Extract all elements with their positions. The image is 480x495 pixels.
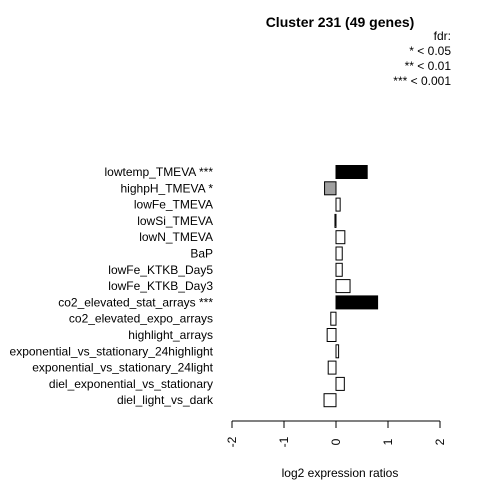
category-label-bap: BaP: [190, 247, 213, 261]
category-label-exponential-vs-stationary-24light: exponential_vs_stationary_24light: [32, 361, 213, 375]
category-label-diel-light-vs-dark: diel_light_vs_dark: [117, 393, 214, 407]
bar-lowfe-tmeva: [335, 197, 341, 212]
x-tick-label-0: -2: [225, 436, 239, 447]
x-tick-label-3: 1: [381, 438, 395, 445]
category-label-diel-exponential-vs-stationary: diel_exponential_vs_stationary: [49, 377, 213, 391]
x-tick-label-2: 0: [329, 438, 343, 445]
legend-title: fdr:: [434, 29, 451, 43]
x-tick-label-4: 2: [433, 438, 447, 445]
bar-highlight-arrays: [326, 328, 337, 342]
legend-entry-p05: * < 0.05: [409, 44, 451, 58]
category-label-lowfe-ktkb-day3: lowFe_KTKB_Day3: [108, 279, 213, 293]
x-tick-label-1: -1: [277, 436, 291, 447]
x-axis: -2 -1 0 1 2: [225, 420, 447, 447]
bar-lowsi-tmeva: [334, 213, 337, 228]
x-axis-label: log2 expression ratios: [282, 466, 399, 480]
legend: fdr: * < 0.05 ** < 0.01 *** < 0.001: [393, 29, 451, 88]
category-label-highlight-arrays: highlight_arrays: [128, 328, 213, 342]
chart-title: Cluster 231 (49 genes): [266, 14, 415, 30]
bar-co2-elevated-stat-arrays: [335, 295, 379, 310]
category-label-exponential-vs-stationary-24highlight: exponential_vs_stationary_24highlight: [10, 344, 214, 358]
bar-highph-tmeva: [324, 181, 337, 196]
bar-lowfe-ktkb-day5: [335, 262, 343, 277]
bar-lown-tmeva: [335, 230, 346, 245]
bar-exponential-vs-stationary-24highlight: [335, 344, 340, 359]
bar-bap: [335, 246, 343, 261]
bar-co2-elevated-expo-arrays: [330, 311, 337, 326]
category-label-co2-elevated-stat-arrays: co2_elevated_stat_arrays ***: [58, 295, 213, 309]
bar-lowfe-ktkb-day3: [335, 279, 351, 294]
category-label-co2-elevated-expo-arrays: co2_elevated_expo_arrays: [69, 312, 213, 326]
category-label-lowfe-ktkb-day5: lowFe_KTKB_Day5: [108, 263, 213, 277]
bar-diel-exponential-vs-stationary: [335, 376, 345, 391]
bar-lowtemp-tmeva: [335, 165, 368, 179]
category-label-lowtemp-tmeva: lowtemp_TMEVA ***: [105, 165, 214, 179]
category-labels: lowtemp_TMEVA *** highpH_TMEVA * lowFe_TME…: [10, 165, 214, 407]
category-label-lown-tmeva: lowN_TMEVA: [139, 230, 213, 244]
category-label-highph-tmeva: highpH_TMEVA *: [121, 181, 214, 195]
bar-diel-light-vs-dark: [323, 393, 337, 408]
legend-entry-p001: *** < 0.001: [393, 74, 451, 88]
bars: [323, 165, 379, 408]
bar-exponential-vs-stationary-24light: [327, 360, 337, 375]
legend-entry-p01: ** < 0.01: [405, 59, 452, 73]
category-label-lowsi-tmeva: lowSi_TMEVA: [137, 214, 213, 228]
category-label-lowfe-tmeva: lowFe_TMEVA: [134, 198, 213, 212]
